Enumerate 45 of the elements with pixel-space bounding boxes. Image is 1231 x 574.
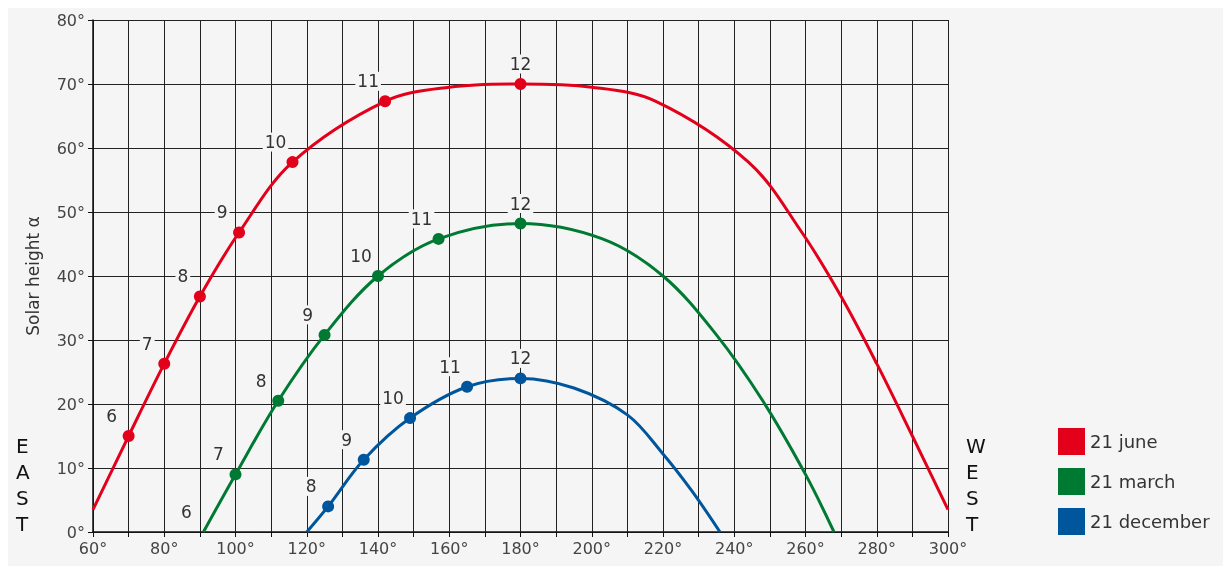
annotation: 10 <box>350 246 372 266</box>
annotation: 12 <box>509 348 532 369</box>
text: EAST <box>15 434 30 536</box>
annotation: 7 <box>141 333 153 354</box>
x-tick-label: 280° <box>857 538 897 558</box>
y-tick-label: 30° <box>56 330 85 350</box>
x-tick-label: 300° <box>928 538 968 558</box>
annotation: 8 <box>305 476 317 497</box>
y-tick-label: 20° <box>56 394 85 414</box>
x-tick-label: 200° <box>572 538 612 558</box>
y-tick-label: 60° <box>56 138 85 158</box>
annotation: 11 <box>439 356 461 377</box>
y-tick-label: 80° <box>56 10 85 30</box>
x-tick-label: 260° <box>786 538 825 558</box>
annotation: 11 <box>410 208 433 229</box>
annotation: 8 <box>255 370 267 391</box>
annotation: 10 <box>382 388 404 409</box>
annotation: 7 <box>213 444 224 465</box>
y-axis-title: Solar height α <box>22 216 43 336</box>
annotation: 9 <box>341 429 353 450</box>
legend-label: 21 june <box>1090 431 1158 452</box>
legend-label: 21 march <box>1090 471 1176 492</box>
annotation: 10 <box>264 132 287 153</box>
x-tick-label: 220° <box>643 538 683 558</box>
x-tick-label: 160° <box>429 538 469 558</box>
annotation: 11 <box>357 71 379 92</box>
y-tick-label: 50° <box>56 202 85 222</box>
annotation: 8 <box>177 266 189 287</box>
legend-label: 21 december <box>1090 511 1211 532</box>
annotation: 12 <box>509 54 532 74</box>
x-tick-label: 100° <box>216 538 255 558</box>
x-tick-label: 180° <box>501 538 540 558</box>
x-tick-label: 240° <box>714 538 754 558</box>
x-tick-label: 80° <box>150 538 179 558</box>
y-tick-label: 40° <box>56 266 85 286</box>
text: WEST <box>965 434 986 536</box>
y-tick-label: 10° <box>56 458 85 478</box>
annotation: 12 <box>509 193 532 214</box>
annotation: 9 <box>216 202 228 223</box>
x-tick-label: 120° <box>287 538 327 558</box>
x-tick-label: 140° <box>358 538 398 558</box>
annotation: 6 <box>181 502 192 522</box>
annotation: 9 <box>302 304 313 325</box>
annotation: 6 <box>106 406 118 426</box>
y-tick-label: 70° <box>56 74 85 94</box>
